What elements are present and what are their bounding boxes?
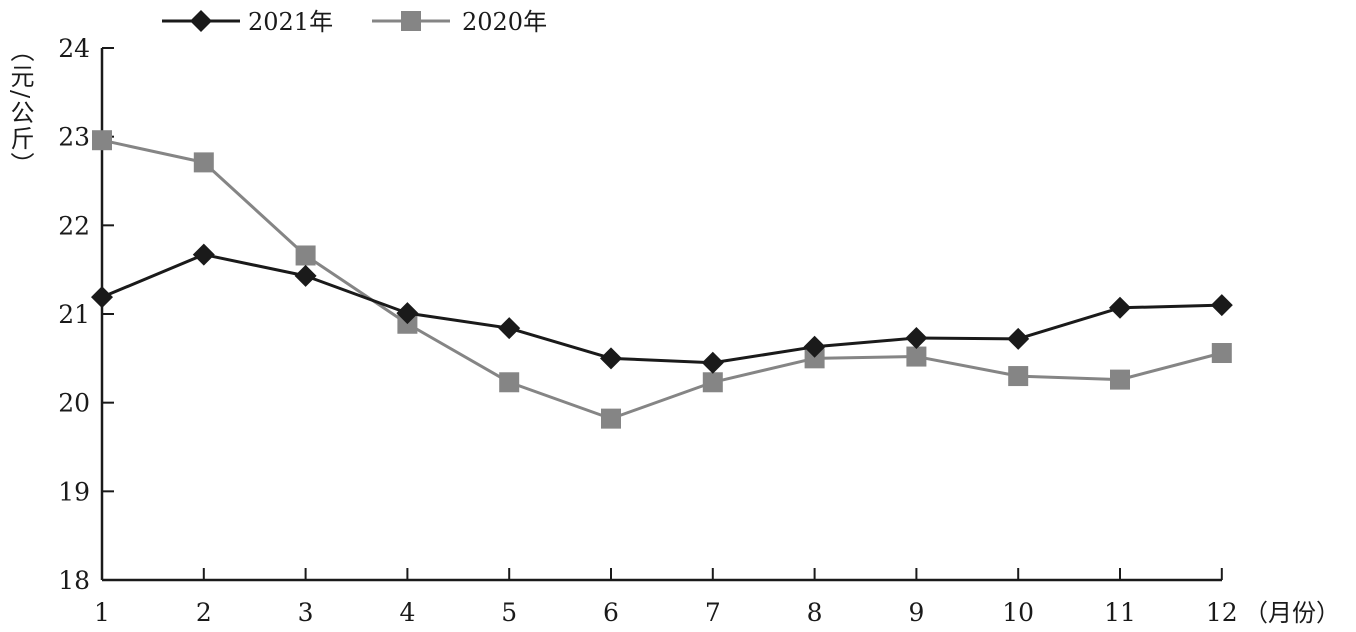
- data-point-diamond: [498, 317, 521, 340]
- data-point-diamond: [701, 351, 724, 374]
- x-tick-label: 8: [807, 598, 823, 627]
- data-point-diamond: [905, 326, 928, 349]
- legend-item-2021: 2021年: [162, 8, 333, 36]
- legend-diamond-marker-icon: [190, 10, 212, 32]
- data-point-square: [295, 245, 316, 266]
- series-1: [92, 130, 1232, 429]
- data-point-square: [499, 372, 520, 393]
- y-tick-label: 23: [58, 123, 90, 152]
- data-point-square: [1110, 369, 1130, 390]
- legend-label-2020: 2020年: [462, 8, 547, 36]
- data-point-square: [1211, 343, 1232, 364]
- x-tick-label: 5: [501, 598, 517, 627]
- data-point-diamond: [600, 347, 622, 370]
- x-tick-label: 4: [399, 598, 415, 627]
- x-tick-label: 1: [94, 598, 110, 627]
- data-point-diamond: [1109, 296, 1131, 319]
- data-point-square: [702, 372, 723, 393]
- x-axis-ticks: 1 2 3 4 5 6 7 8 9 10 11 12: [94, 568, 1238, 627]
- data-point-diamond: [192, 243, 215, 266]
- series-0: [91, 243, 1233, 374]
- data-point-square: [601, 408, 621, 429]
- y-tick-label: 18: [58, 566, 90, 595]
- data-point-square: [1008, 366, 1029, 387]
- y-axis-ticks: 18 19 20 21 22 23 24: [58, 34, 114, 595]
- x-axis-title: （月份）: [1244, 599, 1340, 627]
- data-point-diamond: [803, 335, 826, 358]
- data-point-diamond: [1210, 294, 1233, 317]
- data-point-square: [92, 130, 112, 151]
- x-tick-label: 12: [1206, 598, 1238, 627]
- legend-square-marker-icon: [401, 11, 421, 31]
- y-tick-label: 22: [58, 211, 90, 240]
- legend-item-2020: 2020年: [372, 8, 547, 36]
- legend: 2021年 2020年: [162, 8, 547, 36]
- x-tick-label: 6: [603, 598, 619, 627]
- x-tick-label: 10: [1002, 598, 1034, 627]
- data-point-diamond: [1007, 327, 1030, 350]
- y-axis-title: （元/公斤）: [6, 38, 34, 178]
- data-point-square: [906, 346, 927, 367]
- series-line: [101, 253, 1222, 365]
- y-tick-label: 21: [58, 300, 90, 329]
- data-point-square: [193, 152, 214, 173]
- x-tick-label: 2: [196, 598, 212, 627]
- data-point-diamond: [294, 264, 317, 287]
- y-tick-label: 20: [58, 389, 90, 418]
- legend-label-2021: 2021年: [248, 8, 333, 36]
- y-tick-label: 19: [58, 477, 90, 506]
- series-line: [101, 138, 1223, 421]
- data-point-diamond: [396, 302, 419, 325]
- data-point-square: [804, 348, 825, 369]
- data-point-diamond: [91, 286, 113, 309]
- x-tick-label: 3: [298, 598, 314, 627]
- x-tick-label: 11: [1104, 598, 1136, 627]
- series-layer: [91, 130, 1233, 429]
- x-tick-label: 9: [908, 598, 924, 627]
- x-tick-label: 7: [705, 598, 721, 627]
- y-tick-label: 24: [58, 34, 90, 63]
